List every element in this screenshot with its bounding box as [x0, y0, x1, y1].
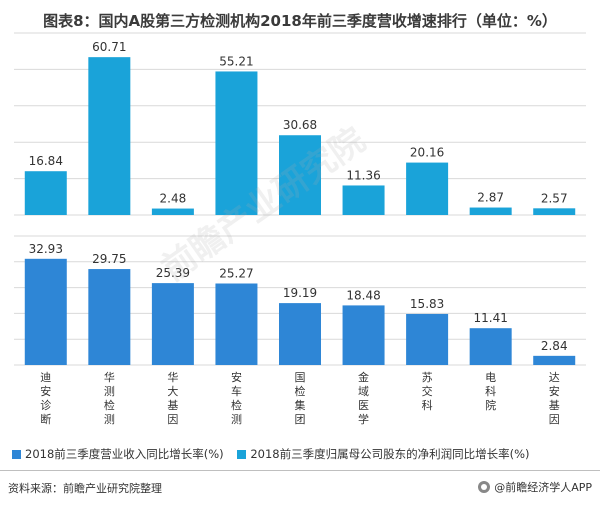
top-chart-profit-growth: 16.84 60.71 2.48 55.21 30.68 11.36 20.16 2.87 2.… [14, 32, 586, 216]
data-label: 29.75 [92, 252, 126, 266]
data-label: 2.87 [477, 191, 504, 205]
data-label: 60.71 [92, 40, 126, 54]
category-label: 华测检测 [104, 370, 115, 426]
category-label: 迪安诊断 [40, 371, 51, 426]
bar-金域医学 [342, 305, 385, 365]
legend-item-revenue: 2018前三季度营业收入同比增长率(%) [12, 446, 224, 462]
bar-华测检测 [88, 269, 131, 365]
data-label: 18.48 [346, 288, 380, 302]
category-label: 苏交科 [422, 371, 433, 412]
data-label: 32.93 [29, 242, 63, 256]
bar-国检集团 [279, 135, 321, 215]
category-label: 华大基因 [167, 370, 178, 426]
legend-swatch-revenue [12, 449, 21, 459]
category-label: 国检集团 [295, 371, 306, 426]
bar-华大基因 [151, 283, 194, 365]
footer-divider [0, 470, 600, 471]
bar-迪安诊断 [24, 258, 67, 365]
brand-logo-icon [478, 481, 491, 493]
bar-金域医学 [342, 185, 385, 215]
category-label: 达安基因 [549, 371, 560, 426]
legend-label-revenue: 2018前三季度营业收入同比增长率(%) [25, 447, 224, 461]
data-label: 20.16 [410, 146, 444, 160]
data-label: 16.84 [29, 154, 63, 168]
bar-苏交科 [406, 162, 449, 215]
bar-达安基因 [533, 208, 576, 215]
data-label: 2.57 [541, 191, 568, 205]
bar-电科院 [469, 207, 512, 215]
bar-电科院 [469, 328, 512, 365]
bar-华大基因 [151, 208, 194, 215]
data-label: 2.48 [160, 192, 187, 206]
bar-安车检测 [215, 71, 258, 215]
bar-华测检测 [88, 57, 131, 216]
data-label: 19.19 [283, 286, 317, 300]
bar-迪安诊断 [24, 171, 67, 215]
bar-安车检测 [215, 283, 258, 365]
chart-title: 图表8：国内A股第三方检测机构2018年前三季度营收增速排行（单位：%） [43, 12, 557, 30]
legend-swatch-profit [237, 449, 247, 459]
category-label: 安车检测 [231, 370, 242, 426]
source-note: 资料来源：前瞻产业研究院整理 [8, 482, 162, 495]
bar-苏交科 [406, 313, 449, 365]
data-label: 25.27 [219, 267, 253, 281]
bottom-chart-revenue-growth: 32.93 29.75 25.39 25.27 19.19 18.48 15.83 11.41… [14, 235, 586, 426]
data-label: 55.21 [219, 54, 253, 68]
data-label: 25.39 [156, 266, 190, 280]
brand-label: @前瞻经济学人APP [494, 481, 592, 494]
data-label: 11.41 [473, 311, 507, 325]
data-label: 2.84 [541, 339, 568, 353]
legend-label-profit: 2018前三季度归属母公司股东的净利润同比增长率(%) [250, 447, 530, 461]
data-label: 15.83 [410, 297, 444, 311]
legend: 2018前三季度营业收入同比增长率(%) 2018前三季度归属母公司股东的净利润… [12, 446, 597, 462]
legend-item-profit: 2018前三季度归属母公司股东的净利润同比增长率(%) [237, 446, 530, 462]
data-label: 30.68 [283, 118, 317, 132]
bar-国检集团 [279, 303, 321, 365]
category-label: 电科院 [485, 371, 496, 412]
brand-credit: @前瞻经济学人APP [478, 479, 592, 495]
bar-达安基因 [533, 355, 576, 365]
category-label: 金域医学 [358, 370, 369, 426]
data-label: 11.36 [346, 168, 380, 182]
